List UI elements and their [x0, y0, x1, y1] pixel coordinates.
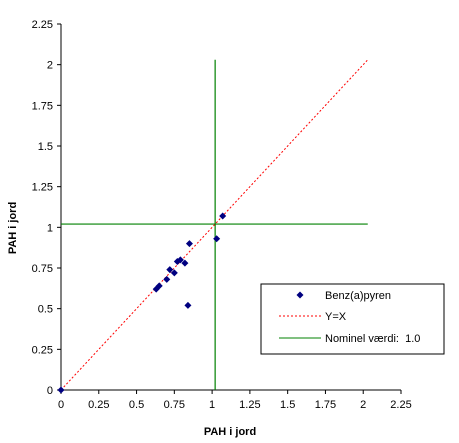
x-tick-label: 0.5	[129, 399, 144, 411]
legend: Benz(a)pyren Y=X Nominel værdi: 1.0	[260, 283, 445, 355]
y-tick-label: 1.5	[38, 141, 53, 153]
data-point-benzapyren	[170, 269, 178, 277]
data-point-benzapyren	[185, 240, 193, 248]
x-tick-label: 1.25	[239, 399, 260, 411]
x-axis-ticks: 0 0.25 0.5 0.75 1 1.25 1.5 1.75 2 2.25	[58, 390, 412, 411]
x-tick-label: 1.75	[315, 399, 336, 411]
legend-label-nominal: Nominel værdi: 1.0	[325, 333, 420, 345]
y-axis-title: PAH i jord	[7, 202, 19, 254]
legend-marker-benzapyren	[296, 291, 304, 299]
y-tick-label: 0	[47, 385, 53, 397]
y-tick-label: 1	[47, 222, 53, 234]
y-tick-label: 0.5	[38, 304, 53, 316]
x-tick-label: 1.5	[280, 399, 295, 411]
x-tick-label: 2	[360, 399, 366, 411]
y-tick-label: 1.25	[32, 182, 53, 194]
x-axis-title: PAH i jord	[204, 426, 256, 438]
x-tick-label: 0.25	[88, 399, 109, 411]
x-tick-label: 0	[58, 399, 64, 411]
y-equals-x-line	[60, 59, 369, 391]
data-point-benzapyren	[213, 235, 221, 243]
x-tick-label: 1	[209, 399, 215, 411]
data-point-benzapyren	[166, 266, 174, 274]
legend-label-benzapyren: Benz(a)pyren	[325, 290, 391, 302]
data-point-benzapyren	[184, 301, 192, 309]
data-point-benzapyren	[155, 282, 163, 290]
y-tick-label: 2.25	[32, 19, 53, 31]
legend-label-yx: Y=X	[325, 311, 347, 323]
axes	[60, 24, 401, 391]
data-point-benzapyren	[176, 256, 184, 264]
data-point-benzapyren	[163, 275, 171, 283]
nominal-reference-lines	[61, 59, 368, 390]
y-equals-x-segment	[60, 59, 369, 391]
data-points	[57, 212, 227, 394]
x-tick-label: 2.25	[390, 399, 411, 411]
y-tick-label: 2	[47, 60, 53, 72]
data-point-benzapyren	[181, 259, 189, 267]
legend-box	[260, 283, 445, 355]
y-tick-label: 1.75	[32, 100, 53, 112]
data-point-benzapyren	[57, 386, 65, 394]
data-point-benzapyren	[219, 212, 227, 220]
x-tick-label: 0.75	[164, 399, 185, 411]
y-axis-ticks: 0 0.25 0.5 0.75 1 1.25 1.5 1.75 2 2.25	[32, 19, 61, 397]
y-tick-label: 0.75	[32, 263, 53, 275]
y-tick-label: 0.25	[32, 344, 53, 356]
